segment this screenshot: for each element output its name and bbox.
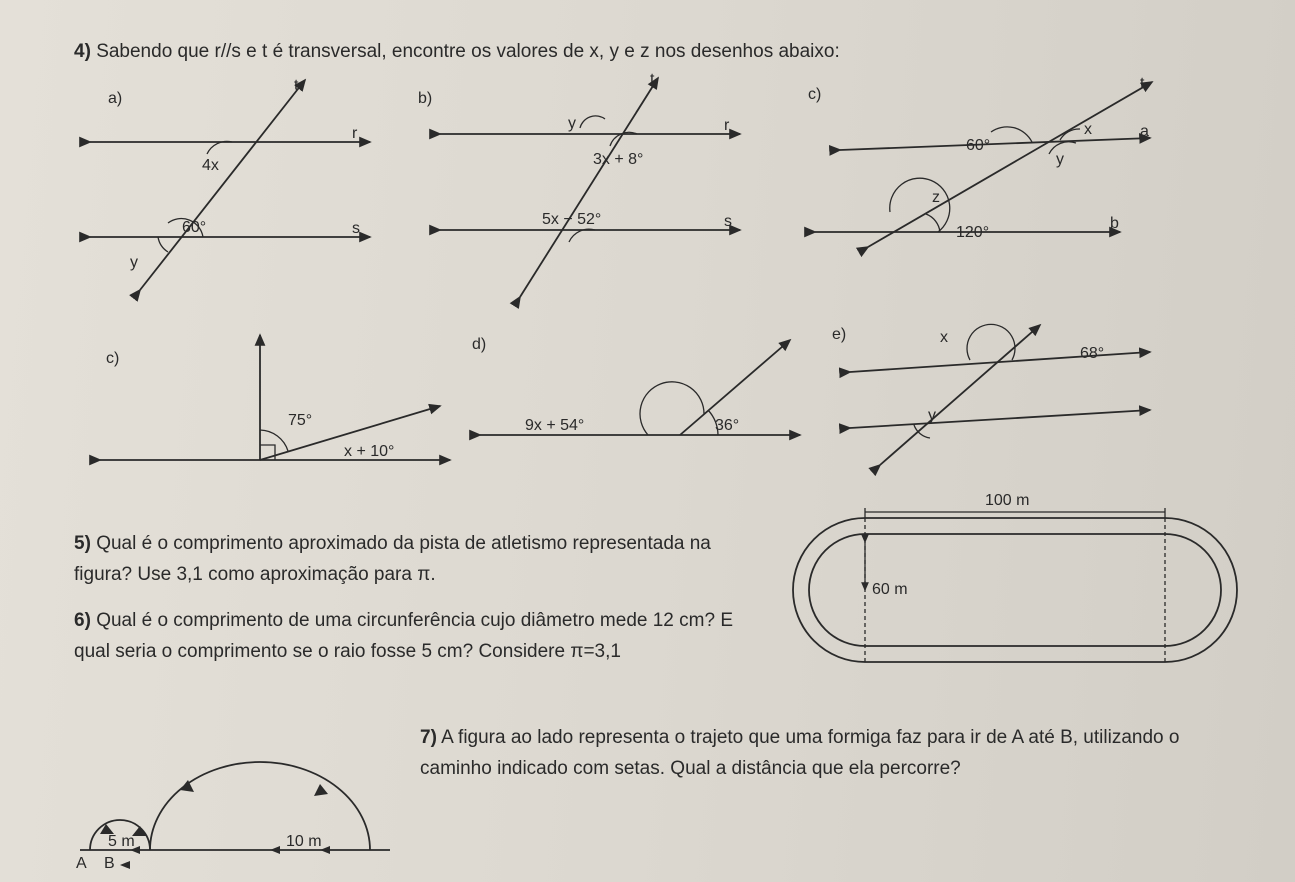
q5-block: 5) Qual é o comprimento aproximado da pi… bbox=[74, 528, 754, 591]
diagram-4b: b) r s t y 3x + 8° 5x − 52° bbox=[410, 72, 770, 302]
svg-text:r: r bbox=[724, 117, 730, 134]
svg-text:z: z bbox=[932, 189, 940, 206]
track-top-len: 100 m bbox=[985, 492, 1029, 510]
ant-5m: 5 m bbox=[108, 833, 135, 850]
q7-text: A figura ao lado representa o trajeto qu… bbox=[420, 727, 1179, 779]
svg-text:B: B bbox=[104, 855, 115, 872]
ant-10m: 10 m bbox=[286, 833, 322, 850]
svg-text:t: t bbox=[650, 71, 655, 88]
q7-block: 7) A figura ao lado representa o trajeto… bbox=[420, 722, 1210, 785]
q5-number: 5) bbox=[74, 533, 91, 554]
track-figure: 60 m 100 m bbox=[770, 490, 1250, 690]
ant-figure: A B 5 m 10 m bbox=[70, 710, 410, 875]
expr-120c: 120° bbox=[956, 224, 989, 241]
svg-text:t: t bbox=[294, 77, 299, 94]
svg-text:x: x bbox=[940, 329, 948, 346]
label-4e: e) bbox=[832, 326, 846, 344]
q4-text: Sabendo que r//s e t é transversal, enco… bbox=[96, 41, 840, 62]
svg-text:s: s bbox=[352, 220, 360, 237]
q4-number: 4) bbox=[74, 41, 91, 62]
svg-text:b: b bbox=[1110, 215, 1119, 232]
svg-text:r: r bbox=[352, 125, 358, 142]
q6-text: Qual é o comprimento de uma circunferênc… bbox=[74, 610, 733, 662]
expr-60: 60° bbox=[182, 219, 206, 236]
label-4d: d) bbox=[472, 336, 486, 354]
svg-text:y: y bbox=[568, 115, 576, 132]
q6-number: 6) bbox=[74, 610, 91, 631]
track-radius: 60 m bbox=[872, 581, 908, 598]
label-4c-top: c) bbox=[808, 86, 821, 104]
diagram-4a: a) r s t 4x 60° y bbox=[80, 72, 390, 302]
expr-68: 68° bbox=[1080, 345, 1104, 362]
q7-number: 7) bbox=[420, 727, 437, 748]
diagram-4d: d) 9x + 54° 36° bbox=[470, 330, 810, 490]
expr-y: y bbox=[130, 254, 138, 271]
expr-60c: 60° bbox=[966, 137, 990, 154]
label-4c2: c) bbox=[106, 350, 119, 368]
svg-text:A: A bbox=[76, 855, 87, 872]
svg-text:t: t bbox=[1140, 75, 1145, 92]
label-4a: a) bbox=[108, 90, 122, 108]
expr-36: 36° bbox=[715, 417, 739, 434]
expr-9x54: 9x + 54° bbox=[525, 417, 584, 434]
svg-text:x: x bbox=[1084, 121, 1092, 138]
q4-heading: 4) Sabendo que r//s e t é transversal, e… bbox=[74, 41, 1094, 63]
svg-text:y: y bbox=[1056, 151, 1064, 168]
q5-text: Qual é o comprimento aproximado da pista… bbox=[74, 533, 711, 585]
diagram-4c-top: c) a b t 60° x y z 120° bbox=[800, 72, 1180, 262]
q6-block: 6) Qual é o comprimento de uma circunfer… bbox=[74, 605, 764, 668]
label-4b: b) bbox=[418, 90, 432, 108]
diagram-4c2: c) 75° x + 10° bbox=[90, 330, 460, 490]
diagram-4e: e) x 68° y bbox=[830, 320, 1170, 480]
expr-5x52: 5x − 52° bbox=[542, 211, 601, 228]
expr-75: 75° bbox=[288, 412, 312, 429]
expr-3x8: 3x + 8° bbox=[593, 151, 643, 168]
svg-text:s: s bbox=[724, 213, 732, 230]
expr-x10: x + 10° bbox=[344, 443, 394, 460]
svg-text:a: a bbox=[1140, 123, 1149, 140]
svg-text:y: y bbox=[928, 407, 936, 424]
expr-4x: 4x bbox=[202, 157, 219, 174]
